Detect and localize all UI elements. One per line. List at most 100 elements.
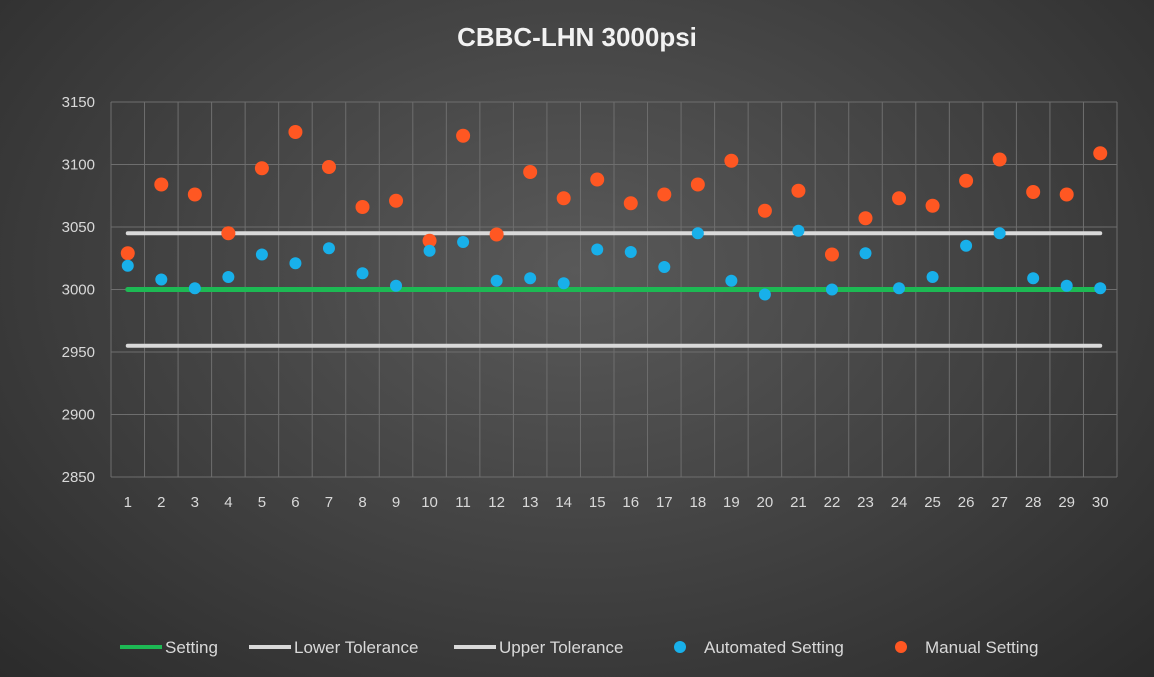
automated-setting-point bbox=[491, 275, 503, 287]
automated-setting-point bbox=[1027, 272, 1039, 284]
automated-setting-point bbox=[256, 249, 268, 261]
manual-setting-point bbox=[1026, 185, 1040, 199]
automated-setting-point bbox=[558, 277, 570, 289]
x-tick-label: 5 bbox=[258, 494, 266, 511]
x-tick-label: 12 bbox=[488, 494, 505, 511]
x-tick-label: 26 bbox=[958, 494, 975, 511]
x-tick-label: 9 bbox=[392, 494, 400, 511]
automated-setting-point bbox=[524, 272, 536, 284]
x-tick-label: 8 bbox=[358, 494, 366, 511]
y-tick-label: 3050 bbox=[62, 219, 95, 236]
y-tick-label: 2900 bbox=[62, 407, 95, 424]
automated-setting-point bbox=[323, 242, 335, 254]
manual-setting-point bbox=[691, 178, 705, 192]
manual-setting-point bbox=[758, 204, 772, 218]
manual-setting-point bbox=[1093, 146, 1107, 160]
manual-setting-point bbox=[959, 174, 973, 188]
manual-setting-point bbox=[154, 178, 168, 192]
y-tick-label: 2850 bbox=[62, 469, 95, 486]
automated-setting-point bbox=[792, 225, 804, 237]
automated-setting-point bbox=[390, 280, 402, 292]
automated-setting-point bbox=[692, 227, 704, 239]
x-tick-label: 15 bbox=[589, 494, 606, 511]
legend-setting-label: Setting bbox=[165, 638, 218, 657]
x-tick-label: 30 bbox=[1092, 494, 1109, 511]
manual-setting-point bbox=[523, 165, 537, 179]
x-tick-label: 20 bbox=[757, 494, 774, 511]
manual-setting-point bbox=[322, 160, 336, 174]
x-tick-label: 29 bbox=[1058, 494, 1075, 511]
manual-setting-point bbox=[590, 173, 604, 187]
x-tick-label: 21 bbox=[790, 494, 807, 511]
manual-setting-point bbox=[1060, 188, 1074, 202]
manual-setting-point bbox=[356, 200, 370, 214]
legend-manual-setting-label: Manual Setting bbox=[925, 638, 1038, 657]
automated-setting-point bbox=[222, 271, 234, 283]
manual-setting-point bbox=[456, 129, 470, 143]
manual-setting-point bbox=[624, 196, 638, 210]
y-tick-label: 2950 bbox=[62, 344, 95, 361]
automated-setting-point bbox=[658, 261, 670, 273]
automated-setting-point bbox=[457, 236, 469, 248]
automated-setting-point bbox=[189, 282, 201, 294]
legend-upper-tolerance-label: Upper Tolerance bbox=[499, 638, 623, 657]
y-tick-label: 3150 bbox=[62, 94, 95, 111]
manual-setting-point bbox=[657, 188, 671, 202]
automated-setting-point bbox=[1061, 280, 1073, 292]
manual-setting-point bbox=[188, 188, 202, 202]
manual-setting-point bbox=[121, 246, 135, 260]
automated-setting-point bbox=[960, 240, 972, 252]
manual-setting-point bbox=[825, 248, 839, 262]
y-tick-label: 3000 bbox=[62, 282, 95, 299]
automated-setting-point bbox=[994, 227, 1006, 239]
legend: Setting Lower Tolerance Upper Tolerance Aut… bbox=[120, 638, 1038, 657]
automated-setting-point bbox=[625, 246, 637, 258]
x-tick-label: 7 bbox=[325, 494, 333, 511]
y-tick-label: 3100 bbox=[62, 157, 95, 174]
automated-setting-point bbox=[826, 284, 838, 296]
automated-setting-point bbox=[591, 244, 603, 256]
x-tick-label: 11 bbox=[455, 494, 471, 511]
legend-automated-setting-swatch bbox=[674, 641, 686, 653]
manual-setting-point bbox=[724, 154, 738, 168]
x-tick-label: 4 bbox=[224, 494, 232, 511]
automated-setting-point bbox=[122, 260, 134, 272]
automated-setting-point bbox=[725, 275, 737, 287]
x-tick-label: 17 bbox=[656, 494, 673, 511]
automated-setting-point bbox=[759, 289, 771, 301]
automated-setting-point bbox=[155, 274, 167, 286]
manual-setting-point bbox=[993, 153, 1007, 167]
x-tick-label: 13 bbox=[522, 494, 539, 511]
x-tick-label: 27 bbox=[991, 494, 1008, 511]
x-tick-label: 28 bbox=[1025, 494, 1042, 511]
automated-setting-point bbox=[893, 282, 905, 294]
manual-setting-point bbox=[557, 191, 571, 205]
x-tick-label: 3 bbox=[191, 494, 199, 511]
manual-setting-point bbox=[926, 199, 940, 213]
x-tick-label: 22 bbox=[824, 494, 841, 511]
automated-setting-point bbox=[289, 257, 301, 269]
automated-setting-point bbox=[424, 245, 436, 257]
manual-setting-point bbox=[490, 228, 504, 242]
chart-title: CBBC-LHN 3000psi bbox=[457, 22, 697, 52]
x-tick-label: 24 bbox=[891, 494, 908, 511]
x-tick-label: 10 bbox=[421, 494, 438, 511]
manual-setting-point bbox=[892, 191, 906, 205]
manual-setting-point bbox=[255, 161, 269, 175]
manual-setting-point bbox=[288, 125, 302, 139]
x-tick-label: 19 bbox=[723, 494, 740, 511]
x-tick-label: 25 bbox=[924, 494, 941, 511]
x-tick-label: 2 bbox=[157, 494, 165, 511]
automated-setting-point bbox=[1094, 282, 1106, 294]
legend-automated-setting-label: Automated Setting bbox=[704, 638, 844, 657]
legend-manual-setting-swatch bbox=[895, 641, 907, 653]
legend-lower-tolerance-label: Lower Tolerance bbox=[294, 638, 418, 657]
manual-setting-point bbox=[791, 184, 805, 198]
x-tick-label: 23 bbox=[857, 494, 874, 511]
x-tick-label: 16 bbox=[622, 494, 639, 511]
manual-setting-point bbox=[221, 226, 235, 240]
automated-setting-point bbox=[860, 247, 872, 259]
